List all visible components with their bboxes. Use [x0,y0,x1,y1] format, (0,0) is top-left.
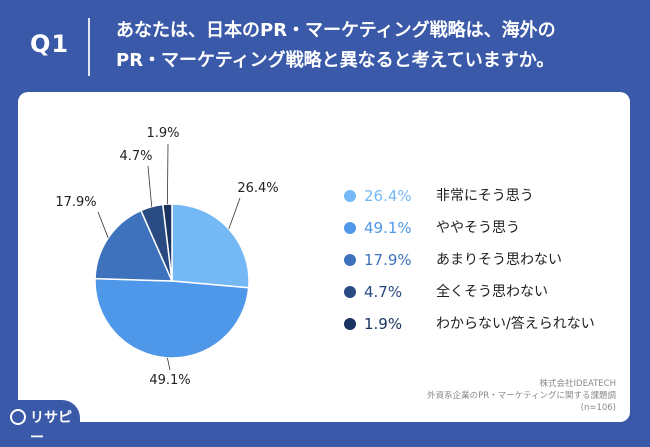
question-line-1: あなたは、日本のPR・マーケティング戦略は、海外の [116,20,556,41]
legend-item-4: 4.7% 全くそう思わない [344,282,624,314]
legend-swatch-4 [344,286,356,298]
leader-line-3 [97,211,109,239]
legend-label-4: 全くそう思わない [436,284,548,300]
legend-percent-3: 17.9% [364,251,412,269]
legend-label-2: ややそう思う [436,220,520,236]
slice-label-3: 17.9% [55,195,96,210]
chart-card: 26.4% 49.1% 17.9% 4.7% 1.9% 26.4% 非常にそう思う 49.1… [18,92,630,422]
question-number: Q1 [30,30,70,58]
legend-percent-1: 26.4% [364,187,412,205]
chart-legend: 26.4% 非常にそう思う 49.1% ややそう思う 17.9% あまりそう思わない 4.7… [344,186,624,346]
question-header: Q1 あなたは、日本のPR・マーケティング戦略は、海外の PR・マーケティング戦… [0,0,650,92]
leader-line-1 [228,197,241,230]
legend-swatch-2 [344,222,356,234]
legend-swatch-1 [344,190,356,202]
source-company: 株式会社IDEATECH [539,379,616,389]
legend-percent-5: 1.9% [364,315,403,333]
brand-name: リサピー [30,410,72,446]
legend-swatch-3 [344,254,356,266]
legend-item-1: 26.4% 非常にそう思う [344,186,624,218]
legend-label-3: あまりそう思わない [436,252,562,268]
brand-logo: リサピー [0,400,80,446]
legend-item-2: 49.1% ややそう思う [344,218,624,250]
slice-label-2: 49.1% [149,373,190,388]
pie-slice-2 [94,277,250,359]
question-text: あなたは、日本のPR・マーケティング戦略は、海外の PR・マーケティング戦略と異… [116,16,636,76]
source-survey: 外資系企業のPR・マーケティングに関する課題調 [427,391,616,401]
pie-slice-1 [171,203,250,289]
question-line-2: PR・マーケティング戦略と異なると考えていますか。 [116,50,555,71]
legend-item-3: 17.9% あまりそう思わない [344,250,624,282]
slice-label-5: 1.9% [146,126,179,141]
source-sample-size: (n=106) [580,403,616,413]
legend-label-5: わからない/答えられない [436,316,595,332]
legend-item-5: 1.9% わからない/答えられない [344,314,624,346]
legend-label-1: 非常にそう思う [436,188,534,204]
lens-icon [10,409,26,425]
header-divider [88,18,90,76]
legend-swatch-5 [344,318,356,330]
legend-percent-2: 49.1% [364,219,412,237]
legend-percent-4: 4.7% [364,283,403,301]
leader-line-4 [147,165,153,207]
pie-chart: 26.4% 49.1% 17.9% 4.7% 1.9% [55,126,278,388]
slice-label-1: 26.4% [237,181,278,196]
leader-line-2 [167,357,171,371]
leader-line-5 [167,143,169,205]
slice-label-4: 4.7% [119,149,152,164]
source-note: 株式会社IDEATECH 外資系企業のPR・マーケティングに関する課題調 (n=… [427,378,616,414]
